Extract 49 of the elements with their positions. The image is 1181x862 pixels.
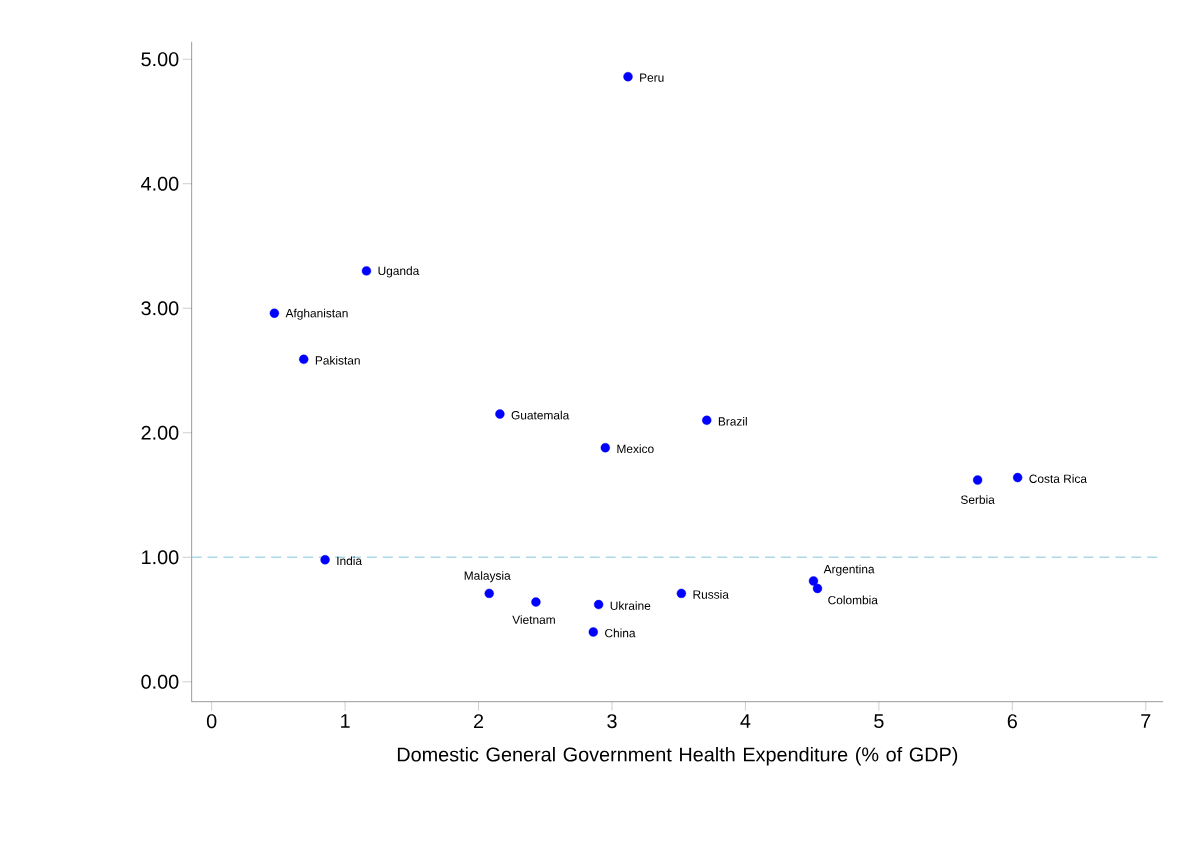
annotation: Vietnam: [512, 615, 555, 624]
annotation: India: [337, 556, 363, 566]
annotation: China: [605, 628, 636, 638]
annotation: Guatemala: [511, 410, 570, 420]
x-tick-label: 2: [474, 714, 484, 729]
point: [812, 583, 823, 594]
annotation: Mexico: [617, 444, 654, 454]
point: [269, 308, 280, 318]
y-tick-label: 1.00: [142, 550, 179, 565]
x-tick-label: 7: [1141, 714, 1151, 728]
point: [600, 443, 610, 453]
annotation: Colombia: [828, 595, 878, 605]
point: [1012, 472, 1023, 483]
annotation: Afghanistan: [285, 308, 348, 320]
x-tick-label: 6: [1007, 714, 1017, 729]
y-tick-label: 2.00: [141, 425, 179, 440]
annotation: Costa Rica: [1029, 474, 1087, 483]
point: [484, 588, 494, 599]
y-tick-label: 0.00: [141, 674, 179, 689]
point: [588, 627, 598, 637]
annotation: Brazil: [718, 416, 747, 426]
annotation: Ukraine: [610, 601, 651, 610]
point: [320, 555, 330, 565]
point: [361, 266, 372, 276]
point: [808, 576, 819, 586]
x-axis-title: Domestic General Government Health Expenditure (% of GDP): [397, 746, 958, 766]
x-tick-label: 4: [740, 714, 751, 728]
point: [593, 599, 604, 610]
point: [676, 588, 687, 599]
annotation: Uganda: [378, 266, 420, 278]
annotation: Serbia: [960, 495, 995, 504]
point: [531, 597, 541, 607]
y-tick-label: 3.00: [141, 301, 179, 316]
y-tick-label: 5.00: [141, 52, 179, 67]
x-tick-label: 3: [607, 714, 617, 729]
point: [495, 409, 505, 419]
annotation: Pakistan: [315, 355, 360, 365]
x-tick-label: 1: [341, 714, 350, 728]
x-tick-label: 0: [206, 714, 217, 729]
x-tick-label: 5: [874, 714, 884, 729]
point: [299, 354, 309, 364]
annotation: Malaysia: [464, 571, 511, 583]
annotation: Peru: [640, 73, 664, 82]
annotation: Argentina: [823, 564, 875, 576]
point: [623, 71, 633, 82]
point: [972, 475, 983, 485]
y-tick-label: 4.00: [141, 176, 179, 191]
annotation: Russia: [693, 590, 729, 599]
point: [702, 415, 712, 425]
